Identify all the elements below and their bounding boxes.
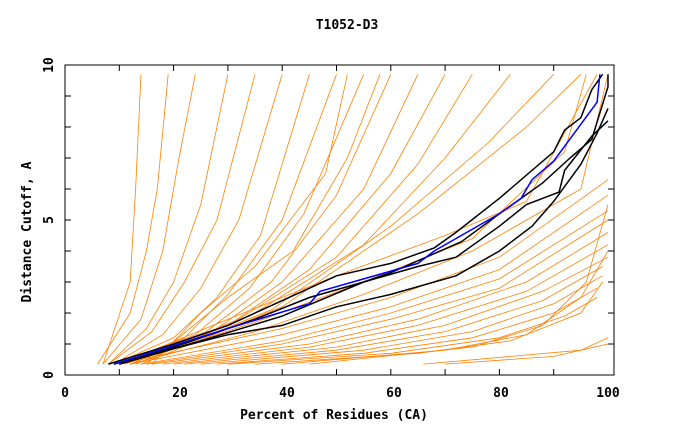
- x-tick-label: 20: [172, 386, 188, 401]
- series-line-other: [173, 256, 609, 365]
- chart-title: T1052-D3: [316, 18, 379, 33]
- axis-ticks: [65, 65, 614, 375]
- series-line-other: [119, 74, 365, 365]
- series-line-other: [108, 74, 229, 365]
- series-line-other: [146, 219, 609, 365]
- series-line-other: [135, 74, 554, 365]
- x-tick-label: 100: [596, 386, 620, 401]
- series-line-other: [124, 74, 419, 365]
- series-line-other: [216, 287, 598, 365]
- series-line-other: [102, 74, 196, 365]
- series-line-black: [119, 108, 609, 365]
- x-tick-label: 40: [279, 386, 295, 401]
- series-line-other: [423, 337, 609, 365]
- series-line-other: [140, 210, 609, 365]
- y-tick-label: 5: [42, 216, 57, 224]
- series-line-other: [102, 74, 142, 365]
- series-line-other: [227, 297, 598, 365]
- series-line-other: [119, 179, 609, 365]
- series-line-other: [146, 74, 381, 365]
- series-line-other: [119, 74, 598, 365]
- series-line-other: [162, 244, 609, 365]
- series-line-black: [113, 120, 609, 365]
- x-tick-label: 60: [386, 386, 402, 401]
- series-line-other: [445, 343, 609, 365]
- series-line-other: [130, 194, 609, 365]
- series-line-other: [97, 74, 169, 365]
- series-line-other: [108, 74, 256, 365]
- series-line-black: [119, 74, 609, 365]
- x-tick-label: 0: [61, 386, 69, 401]
- series-line-other: [113, 74, 310, 365]
- series-line-other: [200, 275, 603, 365]
- y-tick-label: 0: [42, 371, 57, 379]
- series-line-black: [108, 73, 604, 365]
- series-line-other: [282, 250, 609, 365]
- series-line-other: [113, 74, 283, 365]
- series-line-blue: [113, 74, 601, 365]
- series-line-other: [151, 74, 348, 365]
- series-line-other: [130, 74, 609, 365]
- y-tick-label: 10: [42, 57, 57, 73]
- series-line-other: [309, 204, 609, 365]
- y-axis-label: Distance Cutoff, A: [20, 161, 35, 302]
- x-tick-label: 80: [493, 386, 509, 401]
- x-axis-label: Percent of Residues (CA): [240, 408, 428, 423]
- series-line-other: [151, 232, 609, 365]
- series-line-other: [184, 266, 603, 365]
- series-group: [97, 73, 609, 365]
- series-line-other: [124, 74, 392, 365]
